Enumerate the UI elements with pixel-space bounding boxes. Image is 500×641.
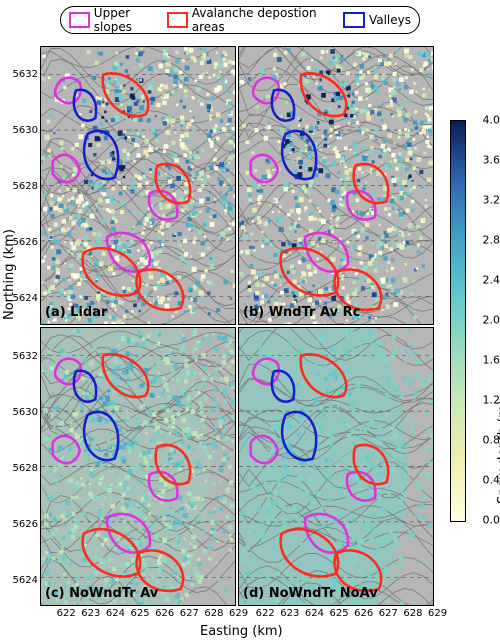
legend-item-valleys: Valleys <box>343 12 411 28</box>
legend-label: Valleys <box>369 13 411 27</box>
legend-item-avalanche: Avalanche depostion areas <box>167 6 343 34</box>
swatch-avalanche <box>167 12 188 28</box>
colorbar-label: Snow depth (m) <box>496 400 500 504</box>
panel-d: (d) NoWndTr NoAv <box>238 327 434 606</box>
panel-b: (b) WndTr Av Rc <box>238 46 434 325</box>
panel-b-label: (b) WndTr Av Rc <box>243 305 360 320</box>
y-ticks-top: 56245626562856305632 <box>14 46 38 326</box>
panel-c-label: (c) NoWndTr Av <box>45 586 158 601</box>
x-ticks-right: 622623624625626627628629 <box>239 608 436 622</box>
legend-item-upper-slopes: Upper slopes <box>69 6 167 34</box>
colorbar-tick: 2.4 <box>483 274 500 287</box>
map-c-svg <box>41 328 235 605</box>
legend-label: Upper slopes <box>94 6 167 34</box>
x-ticks-left: 622623624625626627628629 <box>40 608 237 622</box>
colorbar-tick: 2.8 <box>483 234 500 247</box>
swatch-valleys <box>343 12 365 28</box>
colorbar-tick: 2.0 <box>483 314 500 327</box>
colorbar-tick: 0.0 <box>483 514 500 527</box>
x-axis-label: Easting (km) <box>200 624 283 639</box>
colorbar-tick: 3.6 <box>483 154 500 167</box>
panel-c: (c) NoWndTr Av <box>40 327 236 606</box>
colorbar-ticks: 0.00.40.81.21.62.02.42.83.23.64.0 <box>468 120 482 520</box>
map-a-svg <box>41 47 235 324</box>
colorbar-tick: 1.6 <box>483 354 500 367</box>
panel-grid: (a) Lidar (b) WndTr Av Rc (c) NoWndTr Av… <box>40 46 434 606</box>
map-d-svg <box>239 328 433 605</box>
map-b-svg <box>239 47 433 324</box>
panel-a: (a) Lidar <box>40 46 236 325</box>
colorbar <box>450 120 466 522</box>
swatch-upper-slopes <box>69 12 90 28</box>
colorbar-tick: 3.2 <box>483 194 500 207</box>
panel-a-label: (a) Lidar <box>45 305 107 320</box>
y-ticks-bottom: 56245626562856305632 <box>14 328 38 608</box>
panel-d-label: (d) NoWndTr NoAv <box>243 586 378 601</box>
colorbar-tick: 4.0 <box>483 114 500 127</box>
legend-label: Avalanche depostion areas <box>192 6 343 34</box>
figure-root: Upper slopes Avalanche depostion areas V… <box>0 0 500 641</box>
legend: Upper slopes Avalanche depostion areas V… <box>60 6 420 34</box>
